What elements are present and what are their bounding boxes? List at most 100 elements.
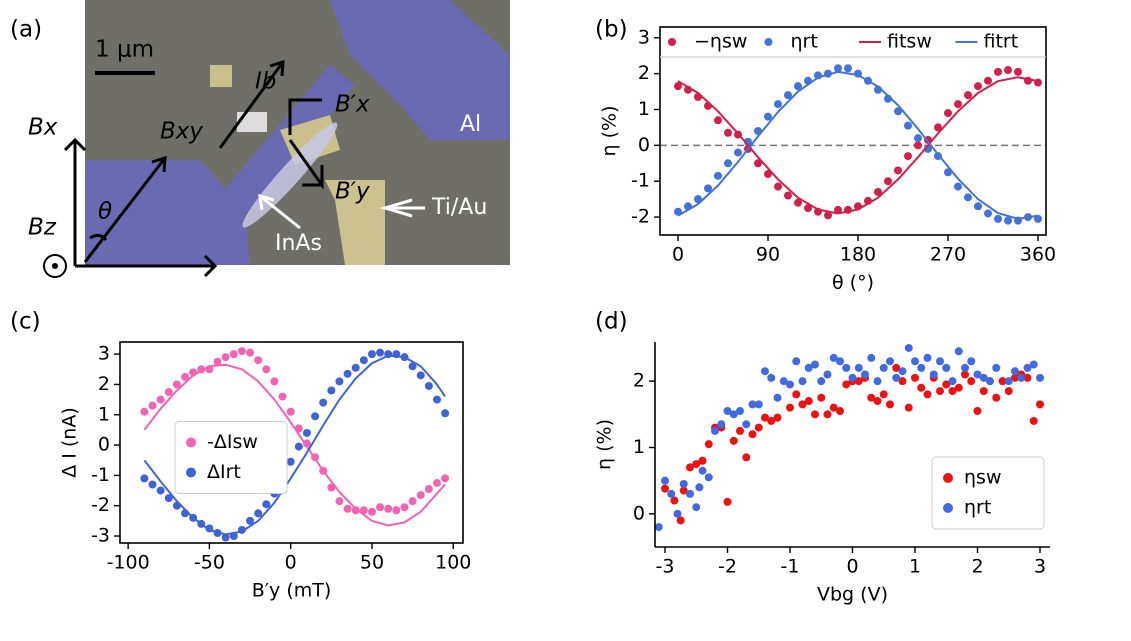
data-point: [854, 377, 863, 386]
data-point: [724, 128, 732, 137]
data-point: [823, 370, 832, 379]
fit-line: [143, 363, 446, 527]
data-point: [786, 403, 794, 412]
out-of-plane-dot: [52, 263, 58, 269]
y-tick-label: 0: [638, 134, 650, 156]
data-point: [140, 474, 149, 483]
data-point: [221, 353, 230, 362]
data-point: [679, 486, 688, 495]
x-tick-label: -50: [194, 552, 225, 574]
y-tick-label: 1: [633, 436, 645, 458]
data-point: [892, 373, 901, 382]
data-point: [351, 363, 360, 372]
data-point: [674, 82, 682, 91]
data-point: [237, 347, 246, 356]
data-point: [319, 398, 328, 407]
data-point: [164, 494, 173, 503]
data-point: [792, 390, 801, 399]
data-point: [944, 109, 952, 118]
data-point: [698, 456, 707, 465]
field-label: Bx: [28, 115, 58, 141]
data-point: [761, 413, 769, 422]
data-point: [695, 483, 704, 492]
panel-label: (d): [595, 309, 628, 335]
data-point: [254, 509, 263, 518]
y-tick-label: 0: [633, 502, 645, 524]
data-point: [961, 363, 969, 372]
data-point: [164, 388, 173, 397]
data-point: [967, 377, 976, 386]
data-point: [904, 121, 912, 130]
data-point: [714, 116, 722, 125]
data-point: [424, 485, 433, 494]
x-tick-label: 0: [672, 244, 684, 266]
data-point: [961, 370, 969, 379]
data-point: [904, 343, 913, 352]
data-point: [934, 123, 942, 132]
data-point: [894, 166, 902, 175]
fit-line: [677, 70, 1039, 220]
legend-swatch: [764, 38, 773, 46]
data-point: [817, 377, 826, 386]
data-point: [302, 428, 311, 437]
y-tick-label: 1: [98, 403, 110, 425]
data-point: [923, 353, 932, 362]
data-point: [824, 211, 832, 220]
data-point: [767, 373, 776, 382]
data-point: [679, 479, 688, 488]
data-point: [784, 191, 792, 200]
data-point: [904, 403, 913, 412]
data-point: [661, 476, 669, 485]
data-point: [748, 430, 757, 439]
data-point: [1004, 377, 1013, 386]
data-point: [886, 400, 894, 409]
y-tick-label: 0: [98, 434, 110, 456]
data-point: [278, 392, 287, 401]
legend-swatch: [668, 38, 676, 46]
legend-swatch: [186, 437, 196, 448]
data-point: [392, 506, 401, 515]
data-point: [742, 420, 751, 429]
data-point: [967, 357, 976, 366]
data-point: [667, 489, 676, 498]
material-label: Al: [460, 112, 481, 137]
contact-arrow: [379, 198, 425, 218]
panel-label: (c): [10, 309, 41, 335]
data-point: [1029, 416, 1038, 425]
data-point: [343, 369, 352, 378]
legend-box: [174, 421, 288, 494]
data-point: [804, 397, 813, 406]
y-tick-label: 2: [98, 373, 110, 395]
data-point: [761, 367, 769, 376]
data-point: [302, 439, 311, 448]
legend-label: ηrt: [964, 497, 991, 519]
data-point: [367, 350, 376, 359]
data-point: [848, 373, 857, 382]
data-point: [936, 387, 944, 396]
data-point: [327, 386, 336, 395]
data-point: [917, 383, 926, 392]
data-point: [923, 390, 932, 399]
material-label: Ti/Au: [431, 195, 487, 220]
data-point: [929, 370, 938, 379]
y-tick-label: 3: [638, 26, 650, 48]
data-point: [335, 377, 344, 386]
data-point: [773, 413, 782, 422]
data-point: [954, 383, 963, 392]
data-point: [917, 363, 926, 372]
data-point: [792, 357, 801, 366]
data-point: [724, 159, 732, 168]
y-tick-label: 2: [638, 62, 650, 84]
data-point: [892, 363, 901, 372]
data-point: [692, 460, 701, 469]
data-point: [1011, 367, 1019, 376]
data-point: [654, 523, 663, 532]
au-contact: [280, 115, 340, 165]
micrograph: 1 μm Ib Bxy B′x B′y Bx Bz θ Al Ti/Au InA…: [28, 0, 510, 278]
data-point: [441, 474, 450, 483]
data-point: [974, 202, 982, 211]
x-tick-label: -2: [718, 556, 737, 578]
data-point: [213, 357, 222, 366]
x-tick-label: 360: [1020, 244, 1056, 266]
data-point: [1004, 66, 1012, 75]
